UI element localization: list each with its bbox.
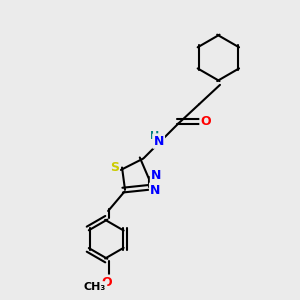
Text: S: S — [110, 161, 119, 174]
Text: H: H — [150, 131, 159, 141]
Text: N: N — [151, 169, 161, 182]
Text: CH₃: CH₃ — [84, 282, 106, 292]
Text: O: O — [101, 276, 112, 289]
Text: N: N — [150, 184, 161, 196]
Text: O: O — [201, 115, 211, 128]
Text: N: N — [153, 135, 164, 148]
